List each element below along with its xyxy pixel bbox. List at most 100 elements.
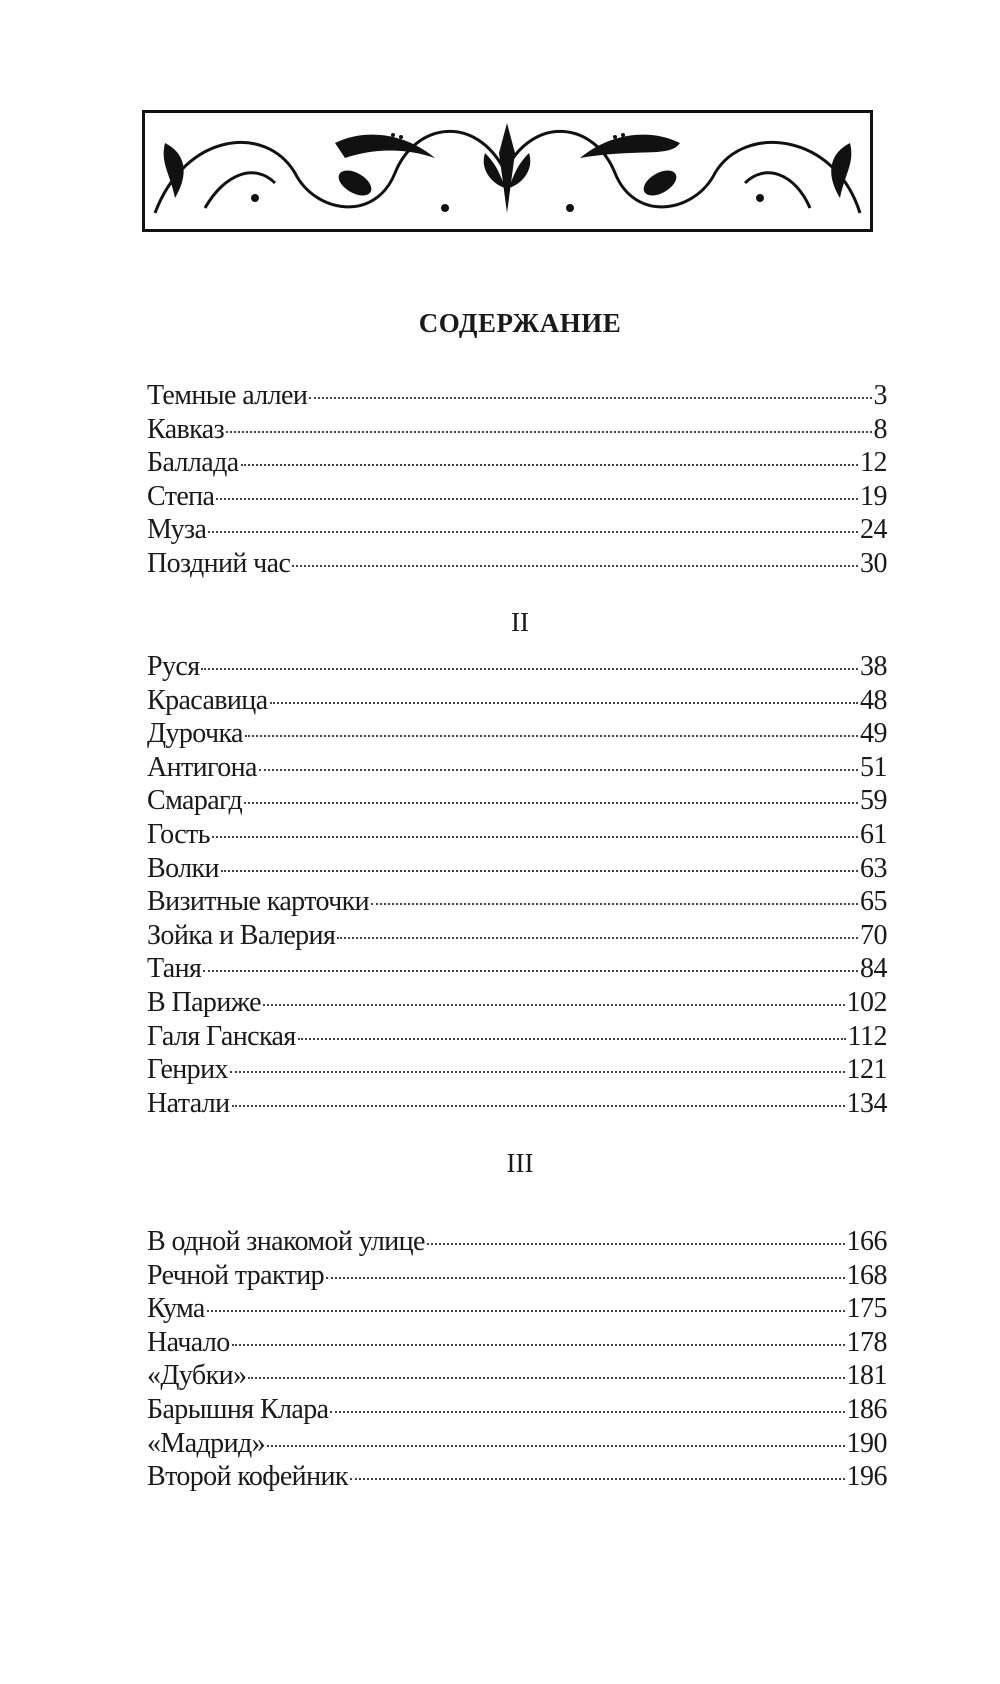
entry-title: «Мадрид» [147, 1427, 266, 1459]
entry-title: Муза [147, 514, 207, 546]
dot-leader [216, 497, 858, 500]
entry-title: В Париже [147, 986, 262, 1018]
dot-leader [297, 1037, 846, 1040]
toc-entry: Муза 24 [147, 513, 888, 547]
toc-entry: Кавказ 8 [147, 413, 887, 447]
entry-page-number: 70 [860, 919, 888, 951]
entry-title: Генрих [147, 1054, 228, 1086]
dot-leader [426, 1243, 845, 1245]
toc-entry: Второй кофейник 196 [147, 1460, 887, 1494]
entry-title: «Дубки» [147, 1360, 247, 1392]
dot-leader [220, 869, 858, 872]
toc-entry: Темные аллеи 3 [147, 379, 887, 413]
entry-page-number: 84 [860, 953, 888, 985]
entry-title: Поздний час [147, 547, 291, 579]
entry-title: Темные аллеи [147, 380, 308, 411]
entry-page-number: 51 [860, 751, 888, 783]
dot-leader [269, 701, 858, 704]
toc-entry: Дурочка 49 [147, 717, 888, 751]
entry-title: Смарагд [147, 785, 243, 817]
dot-leader [292, 564, 858, 567]
entry-page-number: 59 [860, 785, 888, 817]
toc-section-1: Темные аллеи 3 Кавказ 8 Баллада 12 Степа 19 Муза… [147, 379, 888, 581]
entry-page-number: 178 [846, 1326, 888, 1358]
entry-page-number: 102 [846, 986, 888, 1018]
entry-page-number: 61 [860, 818, 888, 850]
toc-entry: В Париже 102 [147, 986, 887, 1020]
entry-page-number: 181 [846, 1360, 888, 1392]
entry-page-number: 190 [846, 1427, 888, 1459]
entry-page-number: 112 [847, 1020, 888, 1052]
entry-title: Красавица [147, 684, 268, 716]
dot-leader [229, 1071, 845, 1074]
toc-entry: В одной знакомой улице 166 [147, 1225, 887, 1259]
toc-entry: Визитные карточки 65 [147, 885, 888, 919]
entry-title: Степа [147, 480, 215, 512]
entry-page-number: 49 [860, 718, 888, 750]
entry-title: Визитные карточки [147, 886, 370, 918]
entry-page-number: 166 [846, 1226, 888, 1257]
dot-leader [248, 1377, 845, 1380]
entry-title: Галя Ганская [147, 1020, 296, 1052]
page-title: СОДЕРЖАНИЕ [418, 308, 622, 338]
dot-leader [240, 464, 858, 467]
dot-leader [267, 1444, 845, 1447]
toc-entry: Натали 134 [147, 1087, 887, 1121]
entry-page-number: 63 [860, 852, 888, 884]
ornamental-header-banner [142, 110, 873, 232]
toc-entry: Баллада 12 [147, 446, 888, 480]
toc-entry: Начало 178 [147, 1326, 887, 1360]
entry-title: Кавказ [147, 413, 225, 445]
entry-title: Зойка и Валерия [147, 919, 336, 951]
toc-entry: Поздний час 30 [147, 547, 888, 581]
toc-section-3: В одной знакомой улице 166 Речной трактир 1… [147, 1225, 887, 1494]
toc-entry: Руся 38 [147, 650, 888, 684]
toc-entry: Гость 61 [147, 818, 888, 852]
toc-entry: Волки 63 [147, 852, 888, 886]
entry-title: Речной трактир [147, 1259, 325, 1291]
entry-title: Кума [147, 1293, 205, 1325]
dot-leader [326, 1276, 845, 1279]
entry-page-number: 48 [860, 684, 888, 716]
dot-leader [349, 1478, 845, 1481]
entry-title: Таня [147, 953, 202, 985]
toc-entry: Таня 84 [147, 952, 888, 986]
dot-leader [262, 1003, 845, 1006]
entry-title: Гость [147, 818, 210, 850]
dot-leader [330, 1410, 845, 1413]
dot-leader [231, 1104, 845, 1107]
dot-leader [226, 430, 872, 433]
dot-leader [201, 668, 858, 670]
entry-page-number: 168 [846, 1259, 888, 1291]
dot-leader [211, 835, 858, 838]
dot-leader [244, 735, 858, 738]
toc-entry: Степа 19 [147, 480, 888, 514]
toc-entry: Антигона 51 [147, 751, 888, 785]
toc-entry: Красавица 48 [147, 684, 888, 718]
entry-title: Дурочка [147, 718, 243, 750]
toc-entry: Кума 175 [147, 1292, 887, 1326]
entry-page-number: 19 [860, 480, 888, 512]
entry-page-number: 3 [873, 380, 888, 411]
toc-entry: «Мадрид» 190 [147, 1427, 887, 1461]
dot-leader [231, 1343, 845, 1346]
entry-page-number: 12 [860, 447, 888, 479]
entry-page-number: 30 [860, 547, 888, 579]
entry-page-number: 38 [860, 651, 888, 682]
entry-page-number: 24 [860, 514, 888, 546]
dot-leader [337, 936, 858, 939]
entry-title: В одной знакомой улице [147, 1226, 425, 1257]
floral-ornament-icon [153, 123, 862, 214]
dot-leader [258, 768, 858, 771]
toc-entry: Речной трактир 168 [147, 1259, 887, 1293]
dot-leader [203, 970, 858, 973]
toc-entry: Барышня Клара 186 [147, 1393, 887, 1427]
entry-page-number: 175 [846, 1293, 888, 1325]
entry-page-number: 134 [846, 1087, 888, 1119]
toc-entry: «Дубки» 181 [147, 1359, 887, 1393]
entry-title: Начало [147, 1326, 230, 1358]
entry-page-number: 186 [846, 1393, 888, 1425]
toc-section-2: Руся 38 Красавица 48 Дурочка 49 Антигона 51 Смар… [147, 650, 888, 1121]
dot-leader [309, 397, 872, 399]
entry-title: Антигона [147, 751, 257, 783]
